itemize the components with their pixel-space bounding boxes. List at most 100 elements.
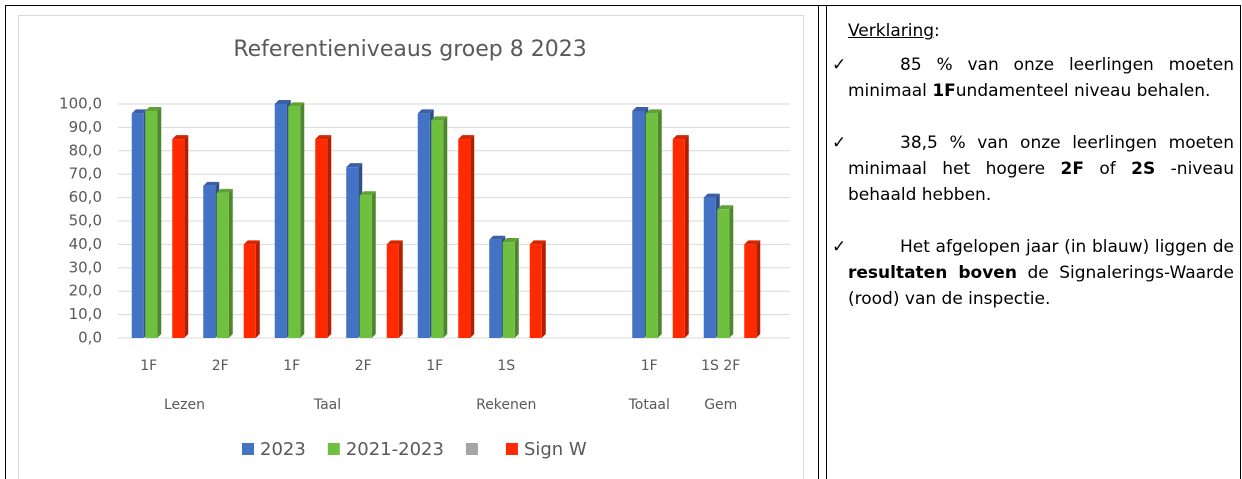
bar-side [514, 238, 519, 338]
bar [315, 135, 332, 338]
bar-top [216, 188, 233, 193]
bar-side [729, 205, 734, 338]
bar [431, 116, 448, 338]
bar-top [703, 193, 720, 198]
bar [359, 191, 376, 338]
bar-side [541, 240, 546, 338]
x-tick-label: 2F [212, 358, 229, 374]
bar-side [327, 135, 332, 338]
text: Het afgelopen jaar (in blauw) liggen de [900, 237, 1234, 257]
bold-text: 2F [1060, 159, 1084, 179]
bar-front [172, 139, 185, 338]
explanation-item: 85 % van onze leerlingen moeten minimaal… [832, 52, 1234, 104]
bar-front [717, 209, 730, 338]
explanation: Verklaring: 85 % van onze leerlingen moe… [832, 18, 1234, 338]
bar-front [417, 113, 430, 338]
bar-front [431, 120, 444, 338]
bar-top [288, 102, 305, 107]
legend-label: 2021-2023 [346, 439, 444, 460]
y-tick-label: 30,0 [69, 258, 102, 276]
bar-side [255, 240, 260, 338]
bold-text: 2S [1131, 159, 1156, 179]
bar-front [489, 239, 502, 338]
bar-front [386, 244, 399, 338]
bar-top [431, 116, 448, 121]
bar-top [529, 240, 546, 245]
table-border [5, 5, 6, 479]
bar [458, 135, 475, 338]
bar-front [274, 104, 287, 338]
bar [529, 240, 546, 338]
bar-side [657, 109, 662, 338]
bar-top [243, 240, 260, 245]
bar-front [744, 244, 757, 338]
legend-swatch [465, 443, 478, 455]
text: 38,5 % van onze leerlingen moeten minima… [848, 133, 1234, 179]
bar-top [172, 135, 189, 140]
bold-text: resultaten boven [848, 263, 1017, 283]
bar-top [145, 107, 162, 112]
bar-front [288, 106, 301, 338]
text: of [1083, 159, 1132, 179]
legend-swatch [505, 443, 518, 455]
explanation-item: Het afgelopen jaar (in blauw) liggen de … [832, 234, 1234, 312]
y-tick-label: 50,0 [69, 212, 102, 230]
text: de Signalerings-Waarde (rood) van de ins… [848, 263, 1234, 309]
bar-front [359, 195, 372, 338]
bar [243, 240, 260, 338]
bar-top [274, 100, 291, 104]
y-tick-label: 100,0 [59, 95, 102, 113]
x-tick-label: 1S [497, 358, 515, 374]
bar-front [145, 111, 158, 339]
y-tick-label: 10,0 [69, 305, 102, 323]
bar-front [502, 242, 515, 338]
x-tick-label: 2F [355, 358, 372, 374]
y-tick-label: 70,0 [69, 165, 102, 183]
bar-top [315, 135, 332, 140]
bar-top [744, 240, 761, 245]
x-tick-label: 1S 2F [701, 358, 740, 374]
bar-side [443, 116, 448, 338]
table-border [826, 5, 827, 479]
bar-side [398, 240, 403, 338]
heading-suffix: : [934, 21, 940, 41]
bar-front [346, 167, 359, 338]
y-tick-label: 80,0 [69, 141, 102, 159]
bar-front [243, 244, 256, 338]
bar-front [529, 244, 542, 338]
table-border [1240, 5, 1241, 479]
x-tick-label: 1F [140, 358, 157, 374]
legend-label: Sign W [524, 439, 587, 460]
bar [744, 240, 761, 338]
bar-top [131, 109, 148, 114]
bar-side [756, 240, 761, 338]
chart: Referentieniveaus groep 8 2023 0,0 10,0 20… [18, 15, 804, 479]
bar [386, 240, 403, 338]
bar-front [703, 197, 716, 338]
bar-side [157, 107, 162, 339]
bar [288, 102, 305, 338]
bar-top [489, 235, 506, 240]
bar-top [672, 135, 689, 140]
y-tick-label: 0,0 [78, 329, 102, 347]
bar-top [502, 238, 519, 243]
bar-front [216, 192, 229, 338]
x-tick-label: 1F [426, 358, 443, 374]
bar-side [470, 135, 475, 338]
x-tick-label: 1F [641, 358, 658, 374]
bar [502, 238, 519, 338]
bar-front [672, 139, 685, 338]
bar-front [645, 113, 658, 338]
y-tick-label: 90,0 [69, 118, 102, 136]
y-tick-label: 60,0 [69, 188, 102, 206]
bar [172, 135, 189, 338]
heading-text: Verklaring [848, 21, 935, 41]
legend-swatch [327, 443, 340, 455]
group-label: Lezen [164, 397, 205, 413]
bar-front [203, 185, 216, 338]
bar-top [346, 163, 363, 168]
bar-top [458, 135, 475, 140]
y-tick-label: 20,0 [69, 282, 102, 300]
explanation-item: 38,5 % van onze leerlingen moeten minima… [832, 130, 1234, 208]
